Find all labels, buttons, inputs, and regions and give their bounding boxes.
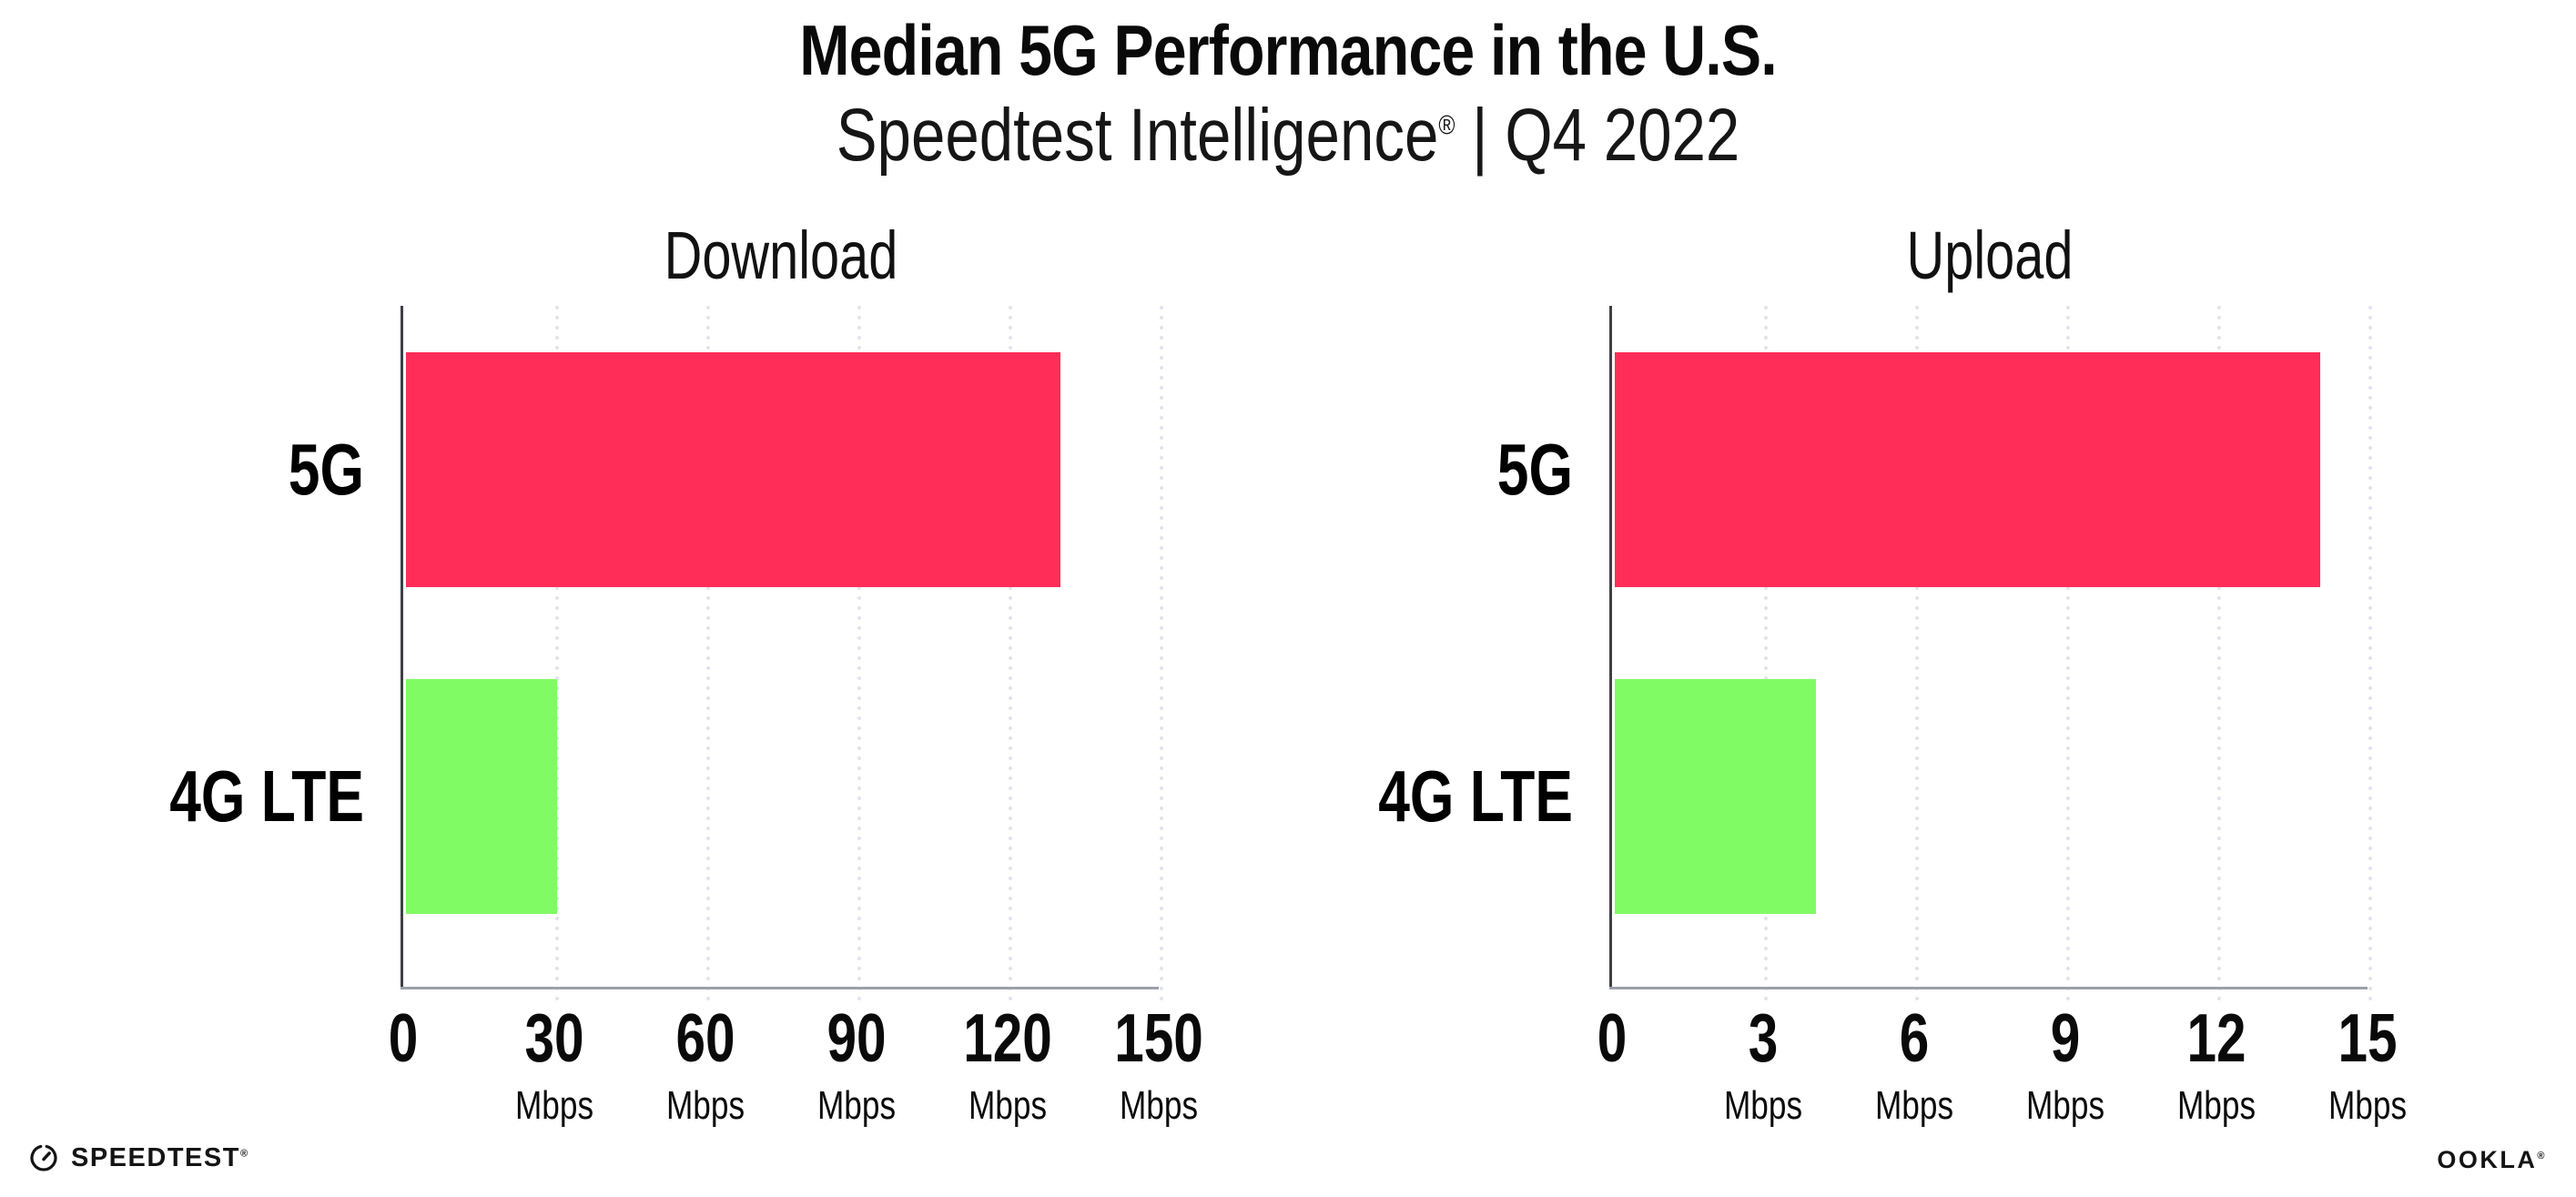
registered-mark: ® <box>1438 110 1455 141</box>
gridline-9-mbps <box>2066 306 2070 1006</box>
gridline-6-mbps <box>1915 306 1919 1006</box>
tick-unit: Mbps <box>2025 1083 2105 1128</box>
download-bar-4g-lte <box>406 679 557 914</box>
ookla-wordmark: OOKLA® <box>2437 1146 2547 1174</box>
upload-tick-15: 15 Mbps <box>2295 988 2440 1130</box>
subtitle-period: | Q4 2022 <box>1455 94 1740 177</box>
tick-value: 9 <box>2050 999 2081 1076</box>
ookla-registered-mark: ® <box>2537 1150 2547 1161</box>
upload-tick-6: 6 Mbps <box>1841 988 1987 1130</box>
tick-unit: Mbps <box>968 1083 1048 1128</box>
upload-chart-title: Upload <box>1906 218 2074 293</box>
tick-value: 3 <box>1748 999 1779 1076</box>
download-tick-90: 90 Mbps <box>784 988 929 1130</box>
tick-unit: Mbps <box>1874 1083 1954 1128</box>
page-subtitle: Speedtest Intelligence® | Q4 2022 <box>232 93 2345 178</box>
tick-value: 6 <box>1899 999 1930 1076</box>
download-category-label-5g: 5G <box>288 429 364 510</box>
tick-value: 120 <box>963 999 1052 1076</box>
tick-unit: Mbps <box>1723 1083 1803 1128</box>
tick-unit: Mbps <box>2176 1083 2257 1128</box>
upload-x-axis-line <box>1609 987 2368 989</box>
download-tick-120: 120 Mbps <box>935 988 1080 1130</box>
page-title: Median 5G Performance in the U.S. <box>799 10 1777 90</box>
download-category-label-4g-lte: 4G LTE <box>169 756 364 837</box>
tick-unit: Mbps <box>1119 1083 1199 1128</box>
tick-value: 150 <box>1114 999 1203 1076</box>
tick-value: 90 <box>827 999 887 1076</box>
upload-bar-4g-lte <box>1615 679 1817 914</box>
tick-unit: Mbps <box>665 1083 745 1128</box>
speedtest-wordmark: SPEEDTEST® <box>71 1143 249 1173</box>
download-tick-30: 30 Mbps <box>482 988 627 1130</box>
upload-tick-3: 3 Mbps <box>1690 988 1836 1130</box>
speedtest-registered-mark: ® <box>239 1147 249 1159</box>
ookla-logo: OOKLA® <box>2437 1143 2547 1176</box>
gridline-60-mbps <box>706 306 710 1006</box>
download-x-axis-line <box>401 987 1159 989</box>
gridline-90-mbps <box>857 306 861 1006</box>
upload-tick-12: 12 Mbps <box>2144 988 2289 1130</box>
upload-chart-panel: Upload 0 3 Mbps 6 Mbps 9 Mbps 12 Mbps 15 Mbps 5G 4G… <box>1378 218 2407 1128</box>
download-chart-title: Download <box>664 218 898 293</box>
tick-value: 60 <box>675 999 735 1076</box>
gridline-15-mbps <box>2368 306 2372 1006</box>
speedtest-label-text: SPEEDTEST <box>71 1142 240 1172</box>
gridline-12-mbps <box>2217 306 2221 1006</box>
upload-bar-5g <box>1615 352 2320 587</box>
gridline-150-mbps <box>1160 306 1163 1006</box>
gridline-3-mbps <box>1764 306 1768 1006</box>
download-plot-area <box>401 306 1163 1006</box>
ookla-label-text: OOKLA <box>2437 1145 2538 1173</box>
tick-unit: Mbps <box>816 1083 897 1128</box>
download-chart-panel: Download 0 30 Mbps 60 Mbps 90 Mbps 120 Mbps 150 Mb… <box>169 218 1203 1128</box>
upload-category-label-4g-lte: 4G LTE <box>1378 756 1573 837</box>
upload-x-axis-ticks: 0 3 Mbps 6 Mbps 9 Mbps 12 Mbps 15 Mbps <box>1597 988 2407 1170</box>
speedtest-logo: SPEEDTEST® <box>29 1140 249 1176</box>
download-tick-0: 0 <box>330 988 476 1077</box>
upload-tick-0: 0 <box>1539 988 1685 1077</box>
tick-value: 30 <box>524 999 584 1076</box>
download-x-axis-ticks: 0 30 Mbps 60 Mbps 90 Mbps 120 Mbps 150 Mbps <box>389 988 1203 1170</box>
tick-unit: Mbps <box>2328 1083 2408 1128</box>
speedtest-gauge-icon <box>30 1144 57 1172</box>
tick-value: 0 <box>1597 999 1628 1076</box>
upload-category-label-5g: 5G <box>1496 429 1573 510</box>
download-bar-5g <box>406 352 1061 587</box>
download-tick-150: 150 Mbps <box>1086 988 1232 1130</box>
tick-unit: Mbps <box>514 1083 594 1128</box>
upload-plot-area <box>1609 306 2372 1006</box>
subtitle-brand: Speedtest Intelligence <box>836 94 1439 177</box>
gridline-120-mbps <box>1009 306 1012 1006</box>
tick-value: 15 <box>2338 999 2398 1076</box>
tick-value: 12 <box>2186 999 2246 1076</box>
download-tick-60: 60 Mbps <box>633 988 778 1130</box>
gridline-30-mbps <box>555 306 559 1006</box>
tick-value: 0 <box>388 999 419 1076</box>
upload-tick-9: 9 Mbps <box>1993 988 2138 1130</box>
